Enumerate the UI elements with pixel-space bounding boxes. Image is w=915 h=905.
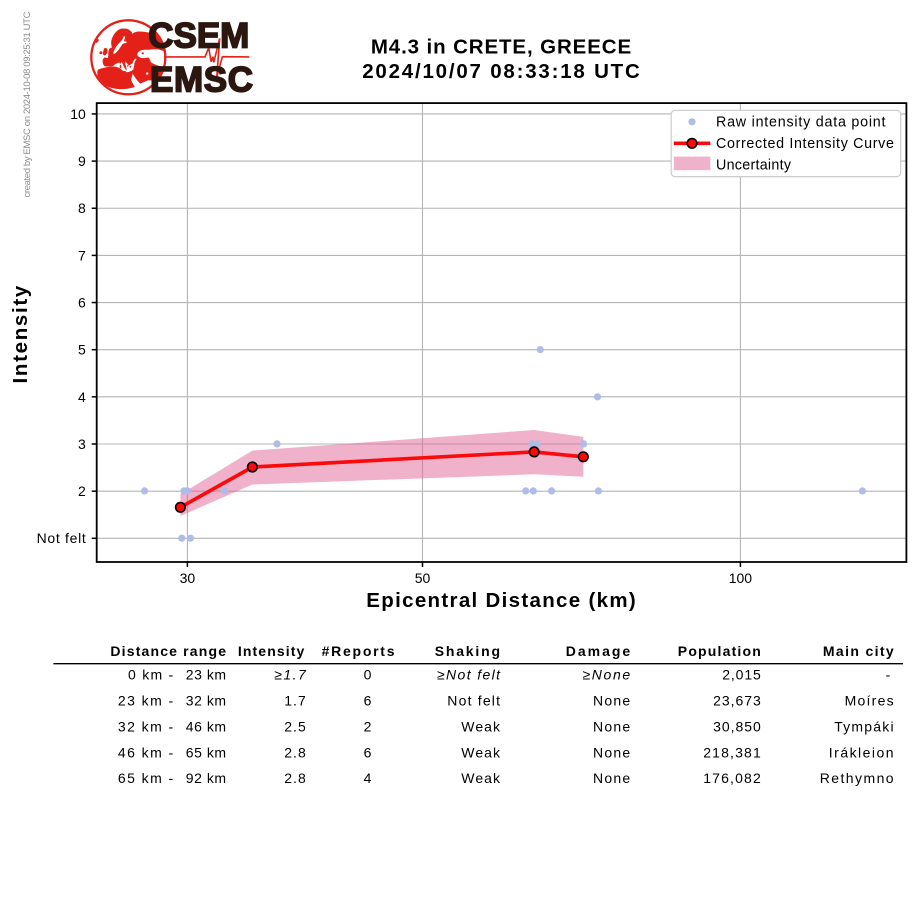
svg-text:Damage: Damage xyxy=(566,643,631,659)
svg-text:Shaking: Shaking xyxy=(435,643,500,659)
svg-text:4: 4 xyxy=(364,770,372,786)
svg-text:Uncertainty: Uncertainty xyxy=(716,157,792,173)
svg-text:0 km -: 0 km - xyxy=(128,667,174,683)
svg-text:Weak: Weak xyxy=(461,718,501,734)
svg-text:Weak: Weak xyxy=(461,770,501,786)
svg-text:30,850: 30,850 xyxy=(713,718,761,734)
svg-text:6: 6 xyxy=(364,693,372,709)
svg-text:Corrected Intensity Curve: Corrected Intensity Curve xyxy=(716,136,894,152)
svg-text:2.8: 2.8 xyxy=(284,744,306,760)
svg-text:EMSC: EMSC xyxy=(150,61,253,100)
svg-text:1.7: 1.7 xyxy=(284,693,306,709)
svg-text:2: 2 xyxy=(364,718,372,734)
svg-text:65 km: 65 km xyxy=(186,744,226,760)
svg-text:10: 10 xyxy=(70,106,86,122)
svg-text:Tympáki: Tympáki xyxy=(834,718,893,734)
svg-text:2.5: 2.5 xyxy=(284,718,306,734)
svg-text:2.8: 2.8 xyxy=(284,770,306,786)
svg-text:6: 6 xyxy=(364,744,372,760)
svg-text:M4.3 in CRETE, GREECE: M4.3 in CRETE, GREECE xyxy=(371,36,631,59)
svg-text:created by EMSC on 2024-10-08: created by EMSC on 2024-10-08 09:25:31 U… xyxy=(22,11,33,197)
svg-text:218,381: 218,381 xyxy=(703,744,761,760)
svg-text:65 km -: 65 km - xyxy=(118,770,174,786)
svg-text:Moíres: Moíres xyxy=(845,693,894,709)
svg-text:None: None xyxy=(593,718,630,734)
svg-text:None: None xyxy=(593,693,630,709)
svg-text:176,082: 176,082 xyxy=(703,770,761,786)
svg-text:2,015: 2,015 xyxy=(722,667,761,683)
svg-text:≥None: ≥None xyxy=(583,667,631,683)
svg-text:#Reports: #Reports xyxy=(322,643,395,659)
svg-text:6: 6 xyxy=(78,295,86,311)
svg-text:Intensity: Intensity xyxy=(9,285,32,383)
svg-text:Intensity: Intensity xyxy=(238,643,305,659)
svg-text:2: 2 xyxy=(78,483,86,499)
svg-text:Distance range: Distance range xyxy=(110,643,226,659)
svg-text:32 km: 32 km xyxy=(186,693,226,709)
svg-text:Epicentral Distance (km): Epicentral Distance (km) xyxy=(366,589,635,612)
svg-text:32 km -: 32 km - xyxy=(118,718,174,734)
svg-text:23 km: 23 km xyxy=(186,667,226,683)
svg-text:92 km: 92 km xyxy=(186,770,226,786)
svg-text:Main city: Main city xyxy=(823,643,894,659)
svg-text:8: 8 xyxy=(78,200,86,216)
svg-text:CSEM: CSEM xyxy=(148,16,249,55)
svg-text:Rethymno: Rethymno xyxy=(820,770,894,786)
svg-text:Irákleion: Irákleion xyxy=(829,744,894,760)
svg-text:46 km: 46 km xyxy=(186,718,226,734)
svg-text:46 km -: 46 km - xyxy=(118,744,174,760)
svg-text:3: 3 xyxy=(78,436,86,452)
svg-text:Not felt: Not felt xyxy=(37,530,86,546)
svg-text:None: None xyxy=(593,744,630,760)
svg-text:9: 9 xyxy=(78,153,86,169)
svg-text:None: None xyxy=(593,770,630,786)
svg-text:23 km -: 23 km - xyxy=(118,693,174,709)
svg-text:5: 5 xyxy=(78,342,86,358)
svg-text:-: - xyxy=(886,667,891,683)
svg-text:Raw intensity data point: Raw intensity data point xyxy=(716,114,886,130)
svg-text:Weak: Weak xyxy=(461,744,501,760)
svg-text:23,673: 23,673 xyxy=(713,693,761,709)
svg-text:100: 100 xyxy=(729,570,753,586)
svg-text:30: 30 xyxy=(180,570,196,586)
svg-text:4: 4 xyxy=(78,389,86,405)
svg-text:Not felt: Not felt xyxy=(447,693,500,709)
svg-text:Population: Population xyxy=(678,643,761,659)
svg-text:2024/10/07 08:33:18 UTC: 2024/10/07 08:33:18 UTC xyxy=(362,60,640,83)
svg-text:≥Not felt: ≥Not felt xyxy=(437,667,501,683)
svg-text:0: 0 xyxy=(364,667,372,683)
svg-text:≥1.7: ≥1.7 xyxy=(274,667,307,683)
svg-text:50: 50 xyxy=(415,570,431,586)
svg-text:7: 7 xyxy=(78,247,86,263)
